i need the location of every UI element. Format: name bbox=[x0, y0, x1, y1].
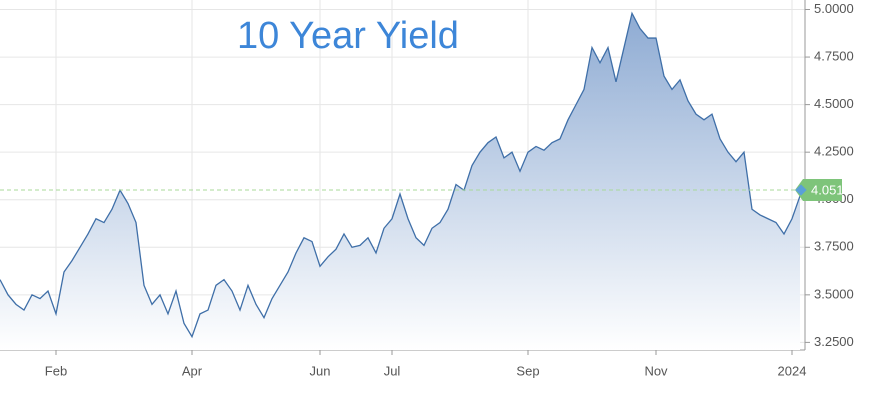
x-tick-label: Sep bbox=[516, 363, 539, 378]
y-tick-label: 3.5000 bbox=[814, 286, 854, 301]
x-tick-label: Feb bbox=[45, 363, 67, 378]
chart-title: 10 Year Yield bbox=[237, 15, 459, 57]
x-tick-label: 2024 bbox=[778, 363, 807, 378]
x-tick-label: Nov bbox=[644, 363, 668, 378]
x-tick-label: Apr bbox=[182, 363, 203, 378]
area bbox=[0, 13, 800, 351]
y-tick-label: 3.2500 bbox=[814, 334, 854, 349]
y-tick-label: 3.7500 bbox=[814, 239, 854, 254]
x-tick-label: Jul bbox=[384, 363, 401, 378]
line bbox=[0, 11, 801, 339]
y-tick-label: 4.7500 bbox=[814, 49, 854, 64]
last-value-badge bbox=[795, 179, 842, 202]
x-tick-label: Jun bbox=[310, 363, 331, 378]
y-tick-label: 4.2500 bbox=[814, 144, 854, 159]
last-value-label: 4.0510 bbox=[811, 182, 851, 197]
last-value-marker bbox=[795, 184, 807, 196]
y-tick-label: 5.0000 bbox=[814, 1, 854, 16]
y-tick-label: 4.5000 bbox=[814, 96, 854, 111]
